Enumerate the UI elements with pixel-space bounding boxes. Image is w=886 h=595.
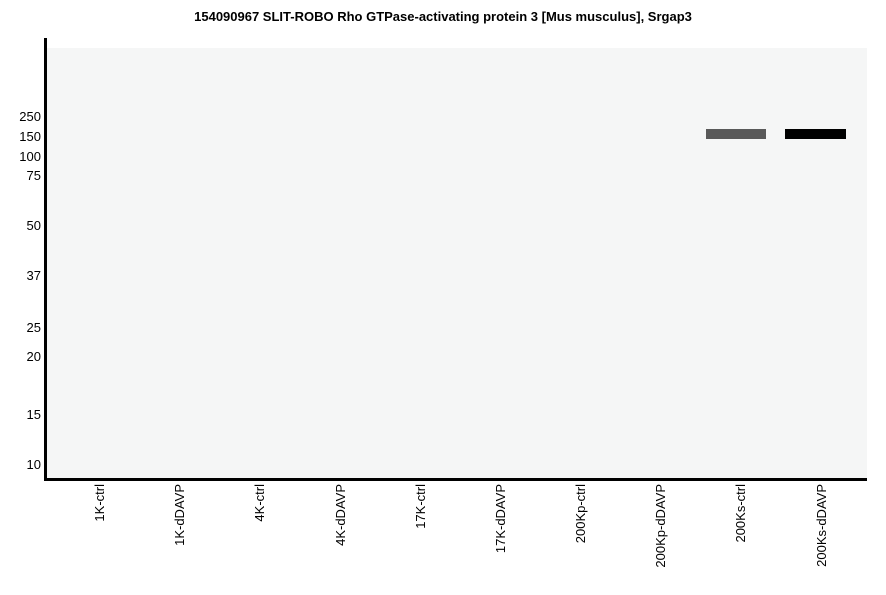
x-axis-line <box>44 478 867 481</box>
y-tick-label: 75 <box>26 168 41 183</box>
x-lane-label: 200Ks-ctrl <box>733 484 748 543</box>
x-lane-label: 1K-ctrl <box>92 484 107 522</box>
y-tick-label: 25 <box>26 320 41 335</box>
x-lane-label: 200Kp-dDAVP <box>653 484 668 568</box>
x-lane-label: 200Kp-ctrl <box>573 484 588 544</box>
y-tick-label: 37 <box>26 268 41 283</box>
y-axis-line <box>44 38 47 481</box>
y-tick-label: 150 <box>19 129 41 144</box>
x-lane-label: 4K-ctrl <box>252 484 267 522</box>
y-tick-label: 10 <box>26 457 41 472</box>
y-tick-label: 20 <box>26 349 41 364</box>
x-lane-label: 1K-dDAVP <box>172 484 187 546</box>
y-tick-label: 100 <box>19 149 41 164</box>
x-lane-label: 4K-dDAVP <box>333 484 348 546</box>
plot-area <box>47 48 867 478</box>
x-lane-label: 17K-ctrl <box>413 484 428 529</box>
x-lane-label: 17K-dDAVP <box>493 484 508 554</box>
y-tick-label: 15 <box>26 407 41 422</box>
x-lane-label: 200Ks-dDAVP <box>814 484 829 567</box>
protein-band <box>706 129 766 139</box>
y-tick-label: 250 <box>19 109 41 124</box>
y-tick-label: 50 <box>26 218 41 233</box>
protein-band <box>785 129 846 139</box>
chart-title: 154090967 SLIT-ROBO Rho GTPase-activatin… <box>194 9 692 24</box>
